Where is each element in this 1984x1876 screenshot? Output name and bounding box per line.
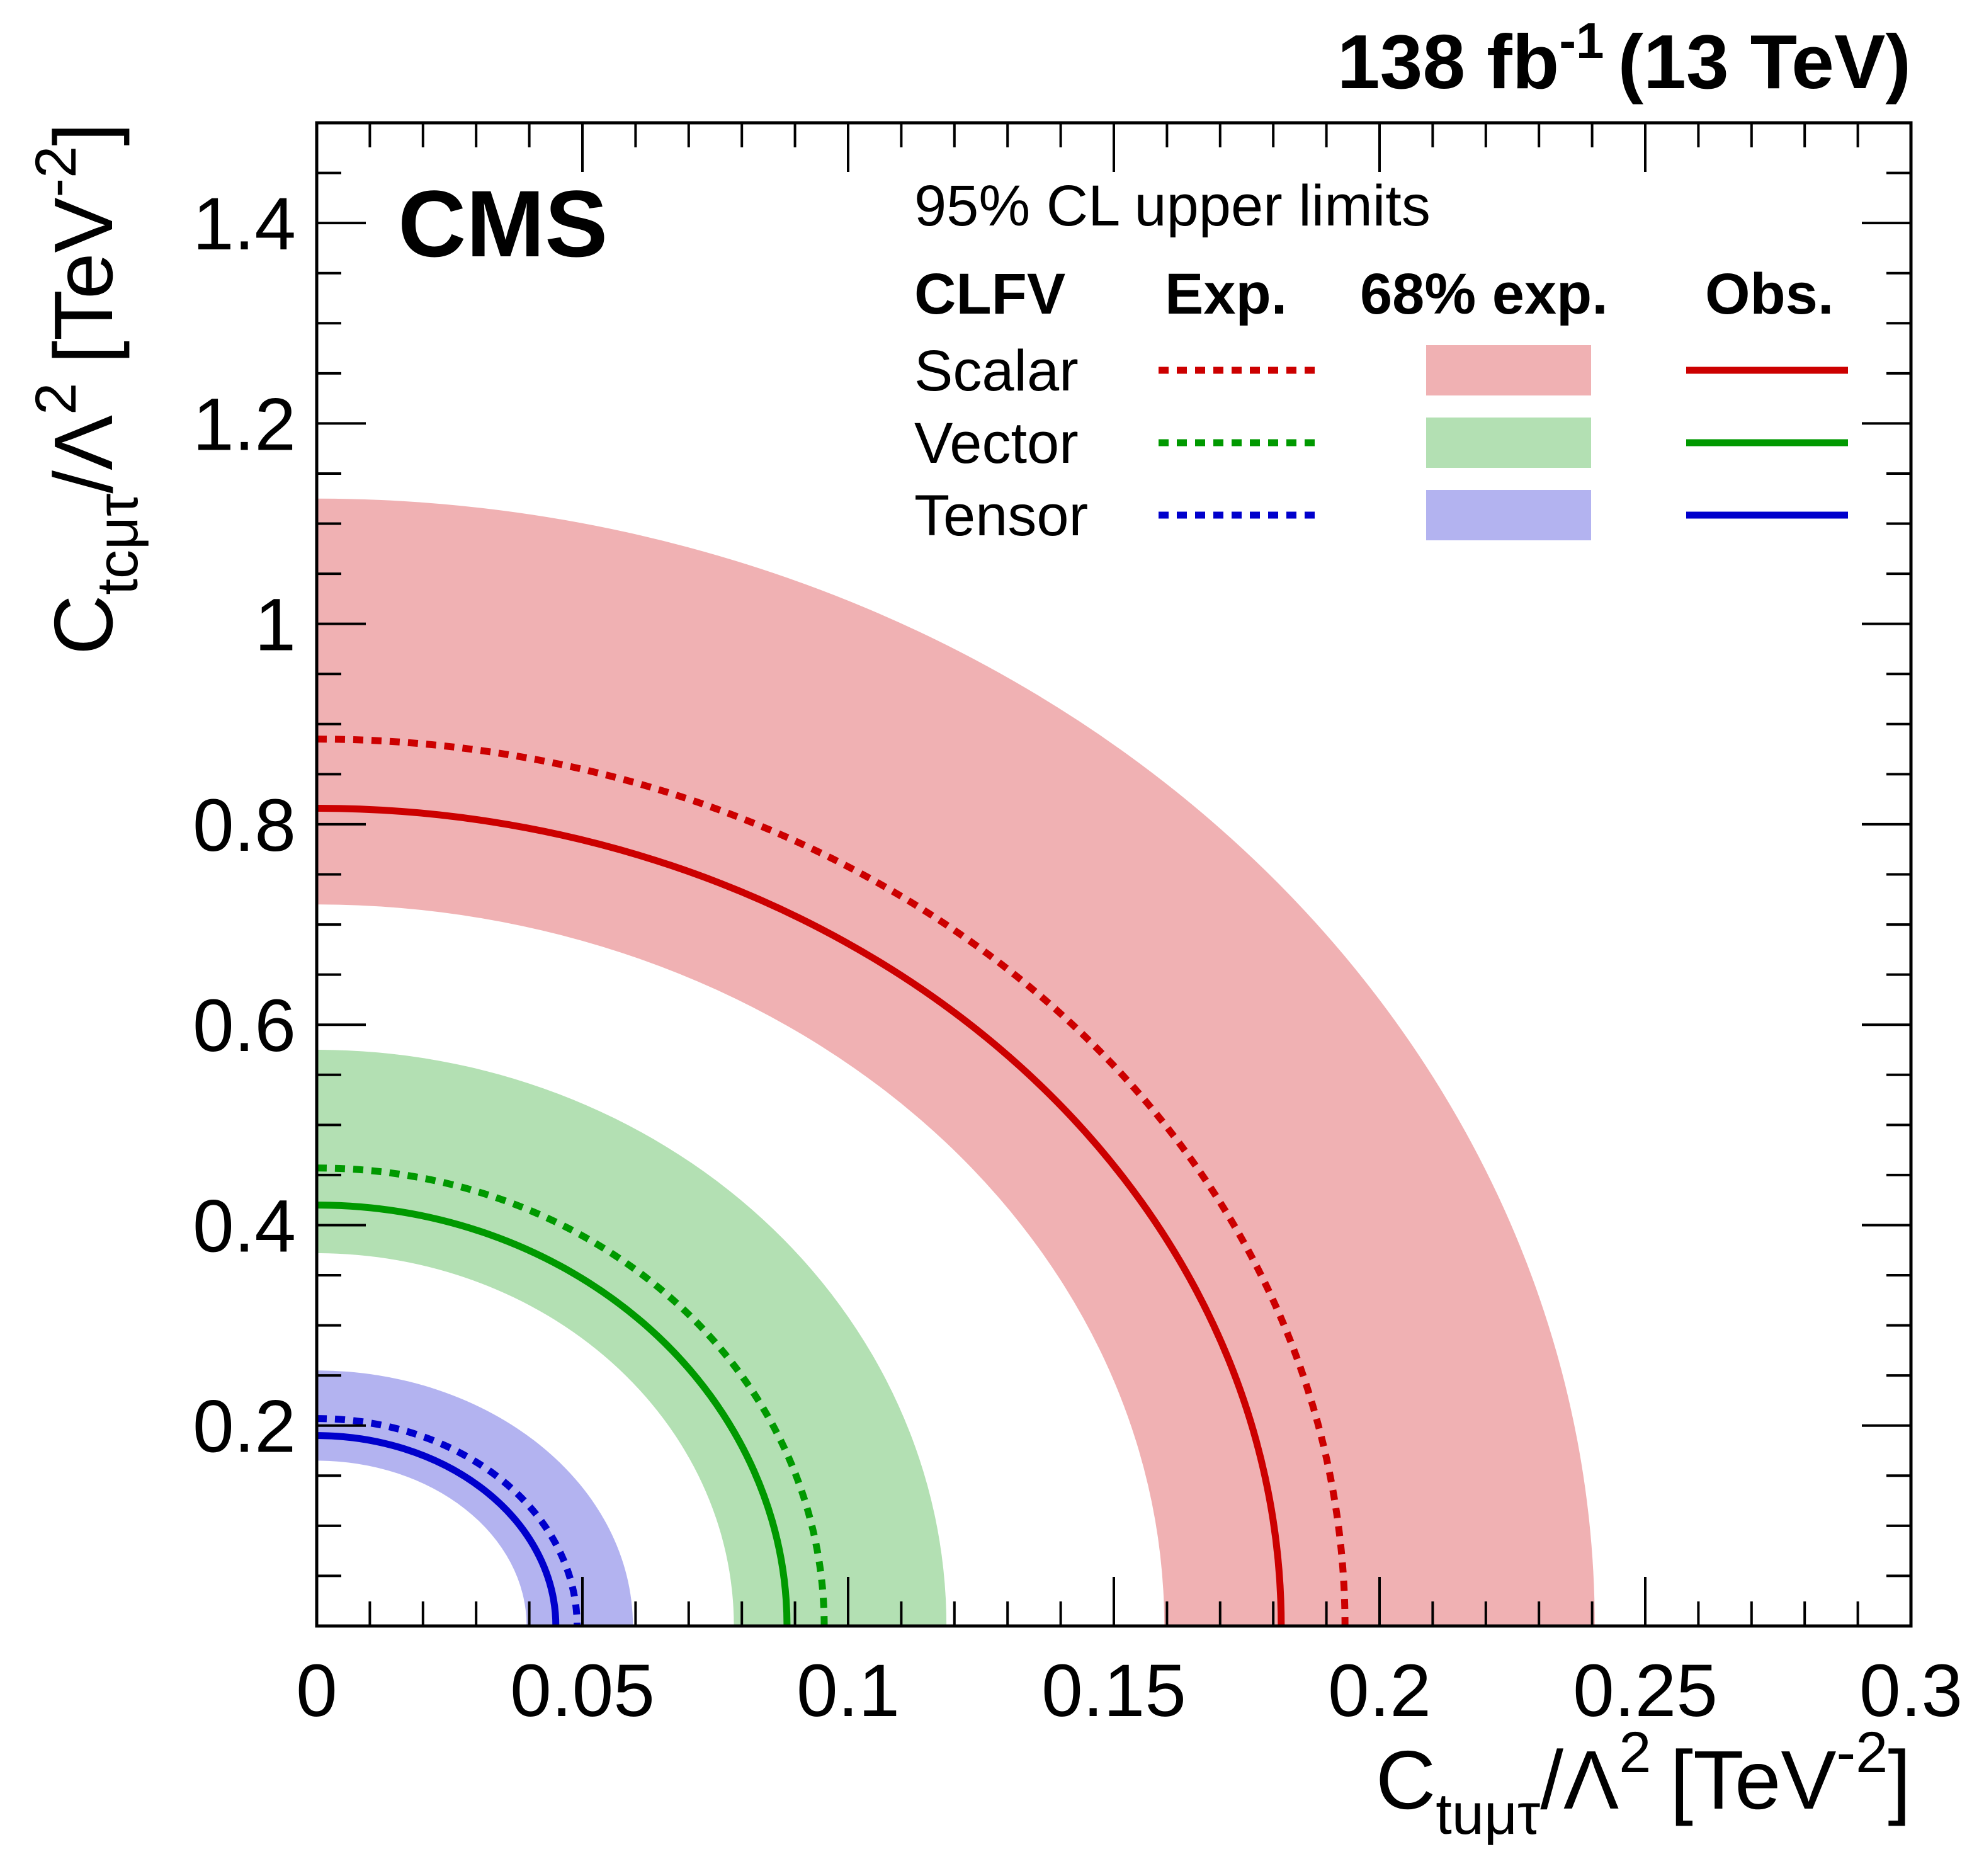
vector-68-expected-band <box>317 1049 947 1626</box>
y-axis-unit-close: ] <box>37 123 130 146</box>
x-axis-subscript: tuμτ <box>1436 1782 1540 1846</box>
vector-expected-limit-line <box>317 1164 828 1626</box>
y-axis-subscript: tcμτ <box>86 494 150 595</box>
x-tick-label: 0.3 <box>1859 1649 1963 1732</box>
legend-header-clfv: CLFV <box>914 262 1065 326</box>
x-axis-lambda-power: 2 <box>1619 1720 1651 1785</box>
axis-tick-labels: 0 0.05 0.1 0.15 0.2 0.25 0.3 0.2 0.4 0.6 0.8 1 1.2 1.… <box>193 183 1963 1732</box>
x-axis-unit: [TeV <box>1670 1734 1836 1826</box>
x-axis-unit-close: ] <box>1888 1734 1911 1826</box>
x-tick-label: 0.25 <box>1573 1649 1718 1732</box>
x-tick-label: 0.2 <box>1328 1649 1431 1732</box>
y-tick-label: 0.8 <box>193 784 296 867</box>
scalar-68-expected-band <box>317 498 1595 1626</box>
y-axis-unit-power: -2 <box>24 146 88 198</box>
y-axis-symbol: C <box>37 595 130 655</box>
tensor-observed-limit-line <box>317 1432 560 1626</box>
legend-band-swatch-vector <box>1426 418 1591 468</box>
y-tick-label: 0.4 <box>193 1185 296 1268</box>
x-tick-label: 0.1 <box>796 1649 900 1732</box>
tensor-expected-limit-line <box>317 1415 581 1626</box>
x-axis-title: Ctuμτ/Λ2 [TeV-2] <box>1376 1720 1911 1846</box>
x-tick-label: 0 <box>296 1649 337 1732</box>
luminosity-exponent: -1 <box>1559 13 1604 69</box>
expected-68-bands <box>317 498 1595 1626</box>
luminosity-energy: (13 TeV) <box>1618 19 1911 105</box>
legend: 95% CL upper limits CLFV Exp. 68% exp. O… <box>914 174 1848 548</box>
y-tick-label: 0.6 <box>193 984 296 1067</box>
legend-label-tensor: Tensor <box>914 484 1088 548</box>
luminosity-value: 138 fb <box>1337 19 1560 105</box>
x-axis-unit-power: -2 <box>1837 1720 1888 1785</box>
legend-label-vector: Vector <box>914 411 1079 475</box>
y-axis-unit: [TeV <box>37 198 130 364</box>
legend-header-observed: Obs. <box>1705 262 1834 326</box>
y-axis-over-lambda: /Λ <box>37 415 130 494</box>
experiment-label: CMS <box>398 171 608 276</box>
vector-observed-limit-line <box>317 1202 791 1626</box>
y-axis-lambda-power: 2 <box>24 383 88 415</box>
y-tick-label: 1 <box>254 584 296 667</box>
x-axis-over-lambda: /Λ <box>1540 1734 1619 1826</box>
y-tick-label: 1.4 <box>193 183 296 266</box>
x-tick-label: 0.05 <box>510 1649 655 1732</box>
scalar-observed-limit-line <box>317 804 1285 1626</box>
legend-label-scalar: Scalar <box>914 339 1079 403</box>
legend-rows: Scalar Vector Tensor <box>914 339 1848 548</box>
x-axis-symbol: C <box>1376 1734 1436 1826</box>
legend-header-expected: Exp. <box>1165 262 1287 326</box>
limit-curves <box>317 736 1349 1626</box>
scalar-expected-limit-line <box>317 736 1349 1626</box>
y-tick-label: 1.2 <box>193 383 296 466</box>
x-tick-label: 0.15 <box>1041 1649 1186 1732</box>
y-axis-title: Ctcμτ/Λ2 [TeV-2] <box>24 123 150 655</box>
legend-band-swatch-tensor <box>1426 490 1591 540</box>
tensor-68-expected-band <box>317 1370 633 1626</box>
y-tick-label: 0.2 <box>193 1385 296 1469</box>
legend-band-swatch-scalar <box>1426 345 1591 395</box>
legend-title: 95% CL upper limits <box>914 174 1431 238</box>
luminosity-label: 138 fb-1 (13 TeV) <box>1337 13 1911 105</box>
legend-header-68-expected: 68% exp. <box>1360 262 1608 326</box>
axis-ticks <box>315 122 1912 1627</box>
